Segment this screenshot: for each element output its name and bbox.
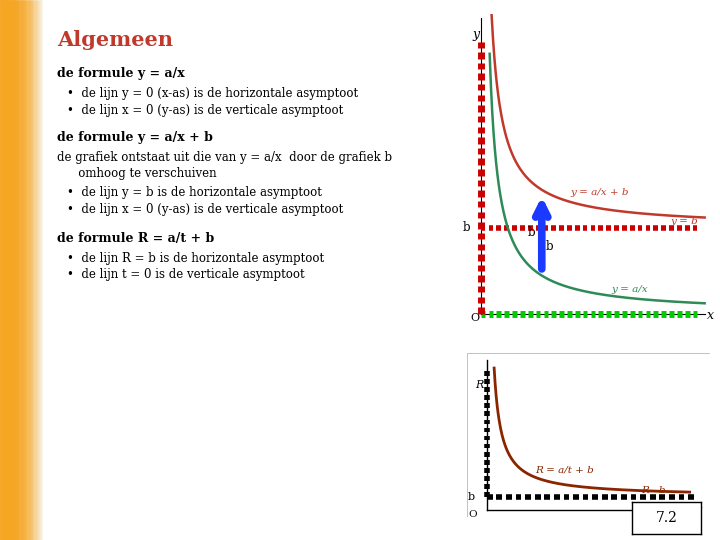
Text: y: y: [472, 28, 480, 41]
Text: b: b: [546, 240, 554, 253]
Text: b: b: [467, 492, 474, 502]
Text: b: b: [463, 221, 470, 234]
Text: de formule y = a/x: de formule y = a/x: [57, 68, 185, 80]
Text: R - b: R - b: [641, 486, 665, 495]
Text: •  de lijn y = b is de horizontale asymptoot: • de lijn y = b is de horizontale asympt…: [68, 186, 323, 199]
Text: y = a/x + b: y = a/x + b: [570, 188, 629, 197]
Text: y = a/x: y = a/x: [611, 285, 647, 294]
Text: de formule R = a/t + b: de formule R = a/t + b: [57, 232, 215, 245]
Text: R: R: [474, 380, 483, 390]
Text: omhoog te verschuiven: omhoog te verschuiven: [68, 167, 217, 180]
Text: O: O: [470, 313, 480, 323]
Text: t: t: [698, 504, 702, 515]
Text: y = b: y = b: [671, 217, 698, 226]
Text: R = a/t + b: R = a/t + b: [536, 465, 594, 474]
Text: O: O: [468, 510, 477, 518]
Text: de grafiek ontstaat uit die van y = a/x  door de grafiek b: de grafiek ontstaat uit die van y = a/x …: [57, 151, 392, 164]
Bar: [467, 353, 710, 517]
Text: de formule y = a/x + b: de formule y = a/x + b: [57, 131, 213, 144]
Text: b: b: [528, 226, 535, 239]
Text: Algemeen: Algemeen: [57, 30, 173, 50]
Text: 7.2: 7.2: [655, 511, 678, 525]
Text: •  de lijn x = 0 (y-as) is de verticale asymptoot: • de lijn x = 0 (y-as) is de verticale a…: [68, 202, 343, 215]
Text: •  de lijn y = 0 (x-as) is de horizontale asymptoot: • de lijn y = 0 (x-as) is de horizontale…: [68, 87, 359, 100]
Text: •  de lijn R = b is de horizontale asymptoot: • de lijn R = b is de horizontale asympt…: [68, 252, 325, 265]
Text: x: x: [707, 309, 714, 322]
Text: •  de lijn t = 0 is de verticale asymptoot: • de lijn t = 0 is de verticale asymptoo…: [68, 268, 305, 281]
Text: •  de lijn x = 0 (y-as) is de verticale asymptoot: • de lijn x = 0 (y-as) is de verticale a…: [68, 104, 343, 117]
